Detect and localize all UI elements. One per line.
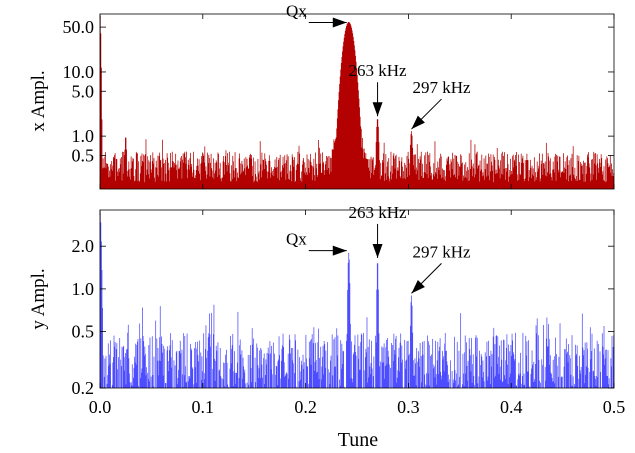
y-xtick-label: 0.3	[397, 397, 420, 417]
y-xtick-label: 0.5	[603, 397, 626, 417]
y-ytick-label: 0.2	[72, 378, 95, 398]
x-annotation-arrowhead	[411, 115, 425, 130]
y-xtick-label: 0.2	[294, 397, 317, 417]
y-panel-ticks: 0.0 0.1 0.2 0.3 0.4 0.5 0.2 0.5 1.0 2.0	[72, 210, 626, 417]
y-annotation-arrowhead	[411, 279, 425, 294]
y-spectrum-bars	[99, 212, 615, 388]
x-panel-ylabel: x Ampl.	[28, 70, 49, 131]
x-ytick-label: 50.0	[63, 17, 95, 37]
y-ytick-label: 0.5	[72, 322, 95, 342]
x-panel-frame	[99, 13, 615, 190]
x-annotation-label: Qx	[286, 1, 307, 20]
y-annotation-arrowhead	[372, 243, 383, 258]
x-ytick-label: 1.0	[72, 126, 95, 146]
x-annotation-arrowhead	[372, 102, 383, 117]
y-xtick-label: 0.4	[500, 397, 523, 417]
x-ytick-label: 5.0	[72, 81, 95, 101]
y-xtick-label: 0.0	[89, 397, 112, 417]
x-annotation-label: 263 kHz	[349, 61, 408, 80]
y-ytick-label: 2.0	[72, 236, 95, 256]
y-panel-frame	[99, 209, 615, 389]
y-spectrum-trace	[99, 212, 615, 388]
y-ytick-label: 1.0	[72, 279, 95, 299]
y-panel-annotations: Qx 263 kHz 297 kHz	[286, 203, 471, 294]
y-xtick-label: 0.1	[192, 397, 215, 417]
y-amplitude-panel: 0.0 0.1 0.2 0.3 0.4 0.5 0.2 0.5 1.0 2.0 y Ampl. Q…	[28, 203, 625, 417]
x-ytick-label: 10.0	[63, 62, 95, 82]
x-annotation-label: 297 kHz	[412, 78, 471, 97]
x-axis-title: Tune	[338, 429, 379, 451]
y-annotation-label: 297 kHz	[412, 242, 471, 261]
y-panel-ylabel: y Ampl.	[28, 268, 49, 329]
x-panel-ticks: 0.51.0 5.010.0 50.0	[63, 14, 615, 189]
y-annotation-label: Qx	[286, 230, 307, 249]
x-spectrum-bars	[99, 16, 615, 189]
x-ytick-label: 0.5	[72, 145, 95, 165]
x-spectrum-trace	[99, 16, 615, 189]
x-annotation-arrowhead	[332, 17, 347, 28]
y-annotation-arrowhead	[332, 245, 347, 256]
y-annotation-label: 263 kHz	[349, 203, 408, 222]
